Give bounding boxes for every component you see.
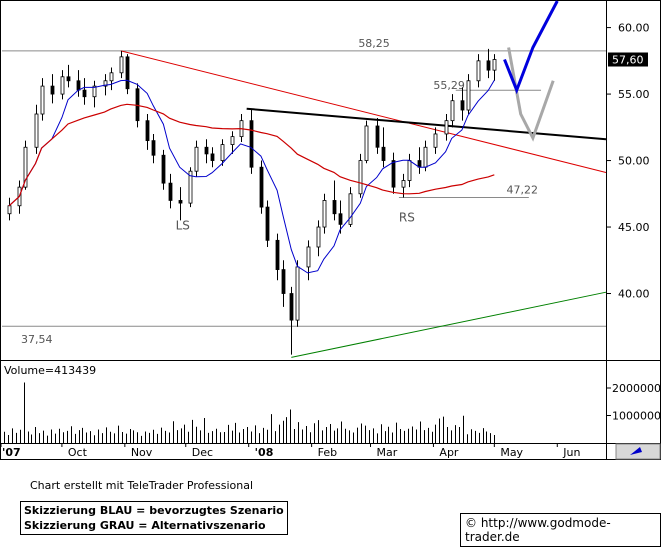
left-shoulder-label: LS (176, 219, 190, 233)
candle-body (433, 133, 438, 148)
candle-body (194, 146, 199, 172)
y-axis-tick-label: 40.00 (618, 288, 650, 301)
candle-body (289, 293, 294, 321)
candle-body (407, 160, 412, 181)
candle-body (444, 120, 449, 135)
moving-average-blue (8, 79, 495, 274)
x-axis-tick-label: May (500, 446, 523, 459)
candle-body (210, 153, 215, 161)
candle-body (76, 80, 81, 91)
pointer-icon (630, 447, 642, 455)
scenario-gray-sketch (507, 47, 555, 142)
candle-body (364, 125, 369, 161)
candle-body (161, 154, 166, 184)
moving-average-red (8, 103, 495, 207)
candle-body (391, 160, 396, 188)
candle-body (265, 206, 270, 241)
candle-body (60, 76, 65, 95)
candle-body (23, 146, 28, 188)
candle-body (178, 200, 183, 204)
volume-label: Volume=413439 (4, 364, 96, 377)
x-axis-tick-label: '07 (2, 446, 21, 459)
candle-body (381, 146, 386, 161)
candle-body (401, 180, 406, 188)
last-price-box (608, 52, 648, 67)
right-shoulder-label: RS (399, 211, 415, 225)
candle-body (492, 59, 497, 71)
candle-body (259, 166, 264, 208)
candle-body (82, 89, 87, 98)
scenario-legend: Skizzierung BLAU = bevorzugtes Szenario … (20, 501, 288, 535)
y-axis-tick-label: 45.00 (618, 221, 650, 234)
level-label: 37,54 (21, 333, 53, 346)
candle-body (151, 140, 156, 156)
black-neckline (246, 107, 607, 141)
candle-body (50, 85, 55, 95)
candle-body (230, 136, 235, 146)
y-axis-tick-label: 60.00 (618, 22, 650, 35)
candle-body (466, 80, 471, 111)
level-label: 55,29 (433, 79, 465, 92)
candle-body (338, 213, 343, 225)
green-trendline (291, 291, 607, 358)
candle-body (358, 160, 363, 195)
candle-body (486, 60, 491, 71)
chart-credit: Chart erstellt mit TeleTrader Profession… (30, 479, 254, 492)
candle-body (168, 182, 173, 201)
candle-body (145, 120, 150, 142)
candle-body (7, 205, 12, 215)
candle-body (220, 144, 225, 161)
x-axis-tick-label: Dec (192, 446, 213, 459)
volume-tick-label: 10000000 (612, 410, 661, 423)
copyright-link[interactable]: © http://www.godmode-trader.de (460, 513, 661, 547)
candle-body (375, 125, 380, 148)
candle-body (275, 239, 280, 270)
y-axis-tick-label: 55.00 (618, 88, 650, 101)
candle-body (332, 200, 337, 215)
candle-body (92, 85, 97, 98)
x-axis-tick-label: Mar (376, 446, 397, 459)
candle-body (322, 200, 327, 228)
volume-tick-label: 20000000 (612, 382, 661, 395)
last-price-label: 57,60 (612, 54, 644, 67)
candle-body (249, 120, 254, 168)
candle-body (119, 56, 124, 74)
x-axis-tick-label: Nov (131, 446, 153, 459)
red-trendline (120, 50, 607, 174)
candle-body (423, 146, 428, 168)
candle-body (109, 72, 114, 82)
candle-body (348, 193, 353, 225)
candle-body (450, 100, 455, 122)
candle-body (281, 269, 286, 294)
candle-body (295, 266, 300, 321)
candle-body (188, 170, 193, 204)
candle-body (103, 80, 108, 87)
x-axis-tick-label: '08 (255, 446, 274, 459)
candle-body (40, 85, 45, 115)
scenario-blue-sketch (503, 0, 559, 95)
candle-body (306, 246, 311, 268)
level-label: 58,25 (358, 37, 390, 50)
x-axis-tick-label: Oct (68, 446, 88, 459)
candle-body (316, 226, 321, 248)
candle-body (34, 113, 39, 148)
candle-body (476, 60, 481, 82)
candle-body (66, 76, 71, 82)
legend-blue-text: Skizzierung BLAU = bevorzugtes Szenario (24, 504, 284, 517)
y-axis-tick-label: 50.00 (618, 155, 650, 168)
level-label: 47,22 (507, 184, 539, 197)
x-axis-tick-label: Jun (562, 446, 580, 459)
outer-frame (0, 0, 661, 460)
x-axis-tick-label: Feb (318, 446, 337, 459)
candle-body (204, 146, 209, 155)
candle-body (460, 100, 465, 111)
candle-body (125, 56, 130, 90)
legend-gray-text: Skizzierung GRAU = Alternativszenario (24, 519, 266, 532)
x-axis-tick-label: Apr (439, 446, 459, 459)
